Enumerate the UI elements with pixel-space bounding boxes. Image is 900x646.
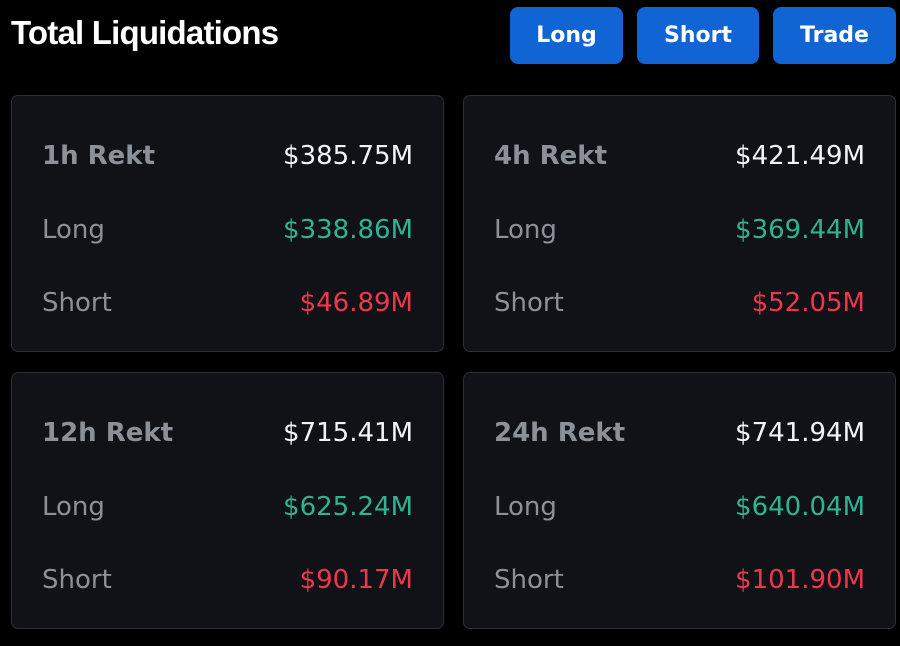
long-value: $369.44M <box>735 215 865 245</box>
short-value: $52.05M <box>751 288 865 318</box>
card-1h-rekt: 1h Rekt $385.75M Long $338.86M Short $46… <box>11 95 444 352</box>
long-label: Long <box>494 215 557 245</box>
short-value: $46.89M <box>299 288 413 318</box>
long-row: Long $625.24M <box>42 487 413 527</box>
total-row: 12h Rekt $715.41M <box>42 413 413 453</box>
long-value: $625.24M <box>283 492 413 522</box>
long-row: Long $640.04M <box>494 487 865 527</box>
short-button[interactable]: Short <box>637 7 759 64</box>
short-label: Short <box>494 288 564 318</box>
trade-button[interactable]: Trade <box>773 7 896 64</box>
card-12h-rekt: 12h Rekt $715.41M Long $625.24M Short $9… <box>11 372 444 629</box>
long-row: Long $369.44M <box>494 210 865 250</box>
short-row: Short $52.05M <box>494 283 865 323</box>
long-button[interactable]: Long <box>510 7 623 64</box>
total-row: 4h Rekt $421.49M <box>494 136 865 176</box>
total-value: $715.41M <box>283 418 413 448</box>
period-label: 24h Rekt <box>494 418 626 448</box>
page-title: Total Liquidations <box>11 14 279 51</box>
card-24h-rekt: 24h Rekt $741.94M Long $640.04M Short $1… <box>463 372 896 629</box>
short-value: $90.17M <box>299 565 413 595</box>
short-label: Short <box>494 565 564 595</box>
long-value: $640.04M <box>735 492 865 522</box>
short-row: Short $90.17M <box>42 560 413 600</box>
total-value: $385.75M <box>283 141 413 171</box>
short-value: $101.90M <box>735 565 865 595</box>
long-value: $338.86M <box>283 215 413 245</box>
total-value: $741.94M <box>735 418 865 448</box>
total-value: $421.49M <box>735 141 865 171</box>
long-label: Long <box>42 492 105 522</box>
long-label: Long <box>494 492 557 522</box>
long-row: Long $338.86M <box>42 210 413 250</box>
total-row: 24h Rekt $741.94M <box>494 413 865 453</box>
short-row: Short $46.89M <box>42 283 413 323</box>
card-4h-rekt: 4h Rekt $421.49M Long $369.44M Short $52… <box>463 95 896 352</box>
short-label: Short <box>42 288 112 318</box>
period-label: 1h Rekt <box>42 141 156 171</box>
period-label: 12h Rekt <box>42 418 174 448</box>
total-row: 1h Rekt $385.75M <box>42 136 413 176</box>
long-label: Long <box>42 215 105 245</box>
short-label: Short <box>42 565 112 595</box>
short-row: Short $101.90M <box>494 560 865 600</box>
period-label: 4h Rekt <box>494 141 608 171</box>
